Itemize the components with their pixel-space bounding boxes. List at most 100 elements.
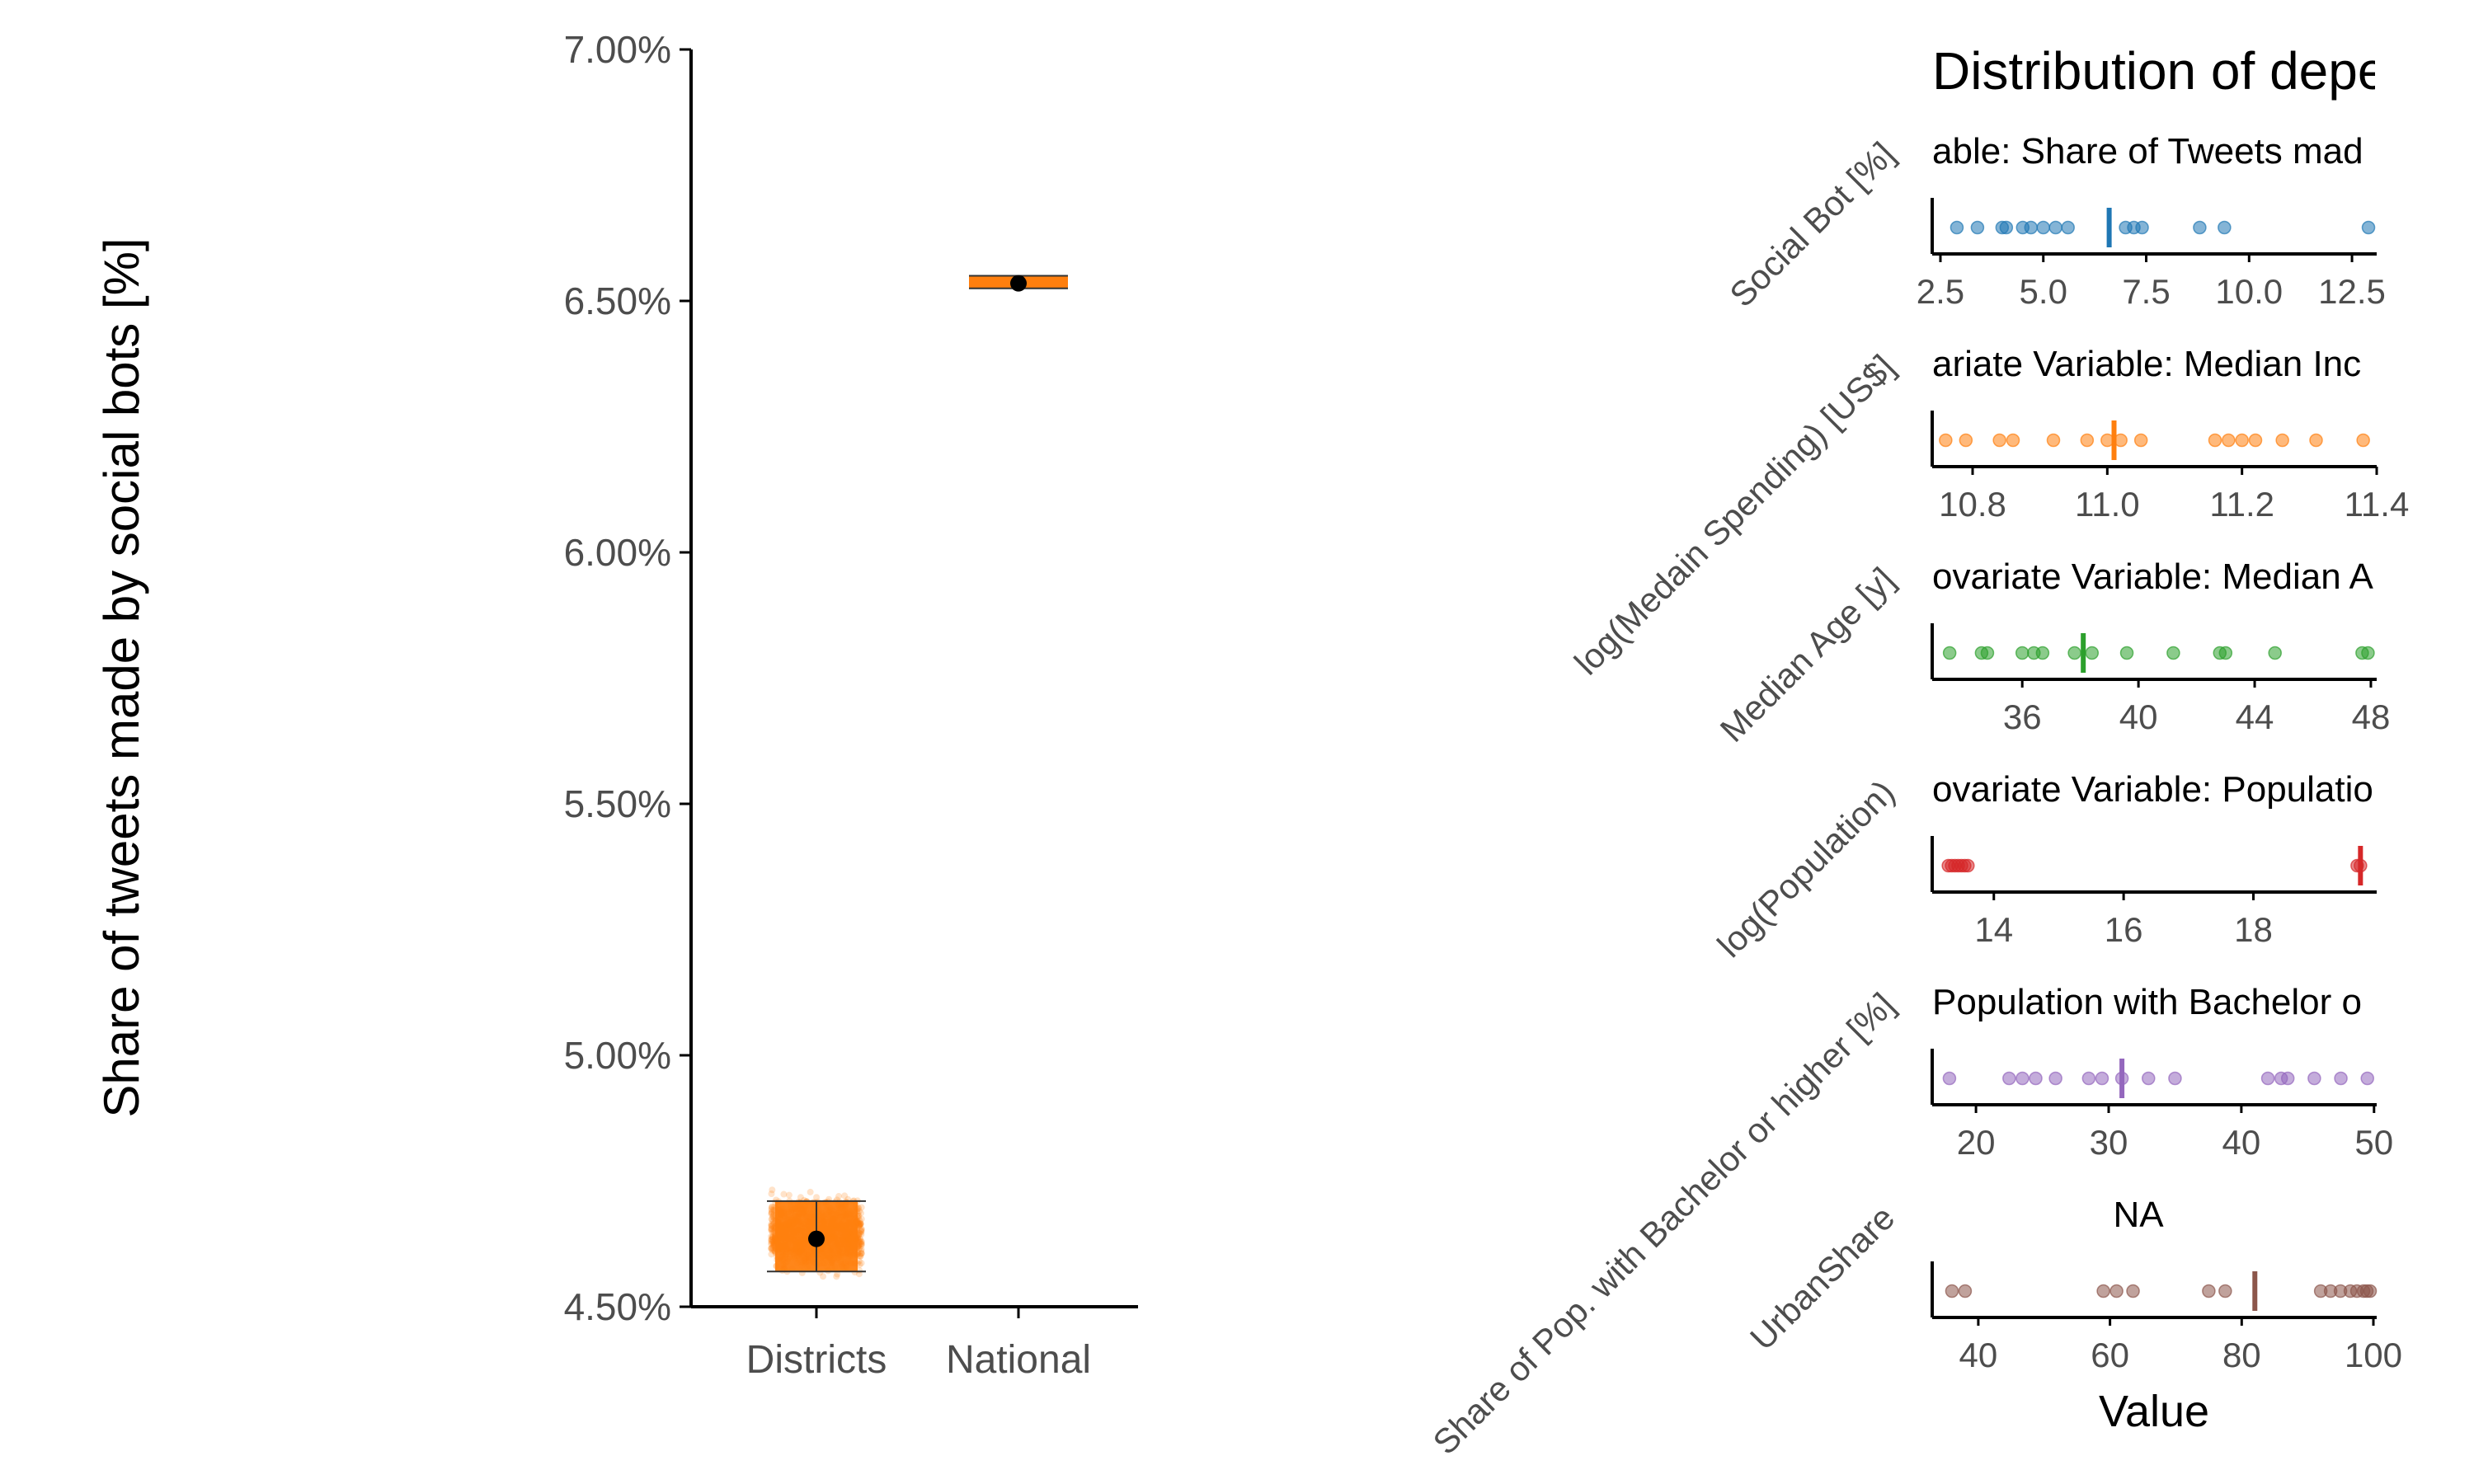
x-tick-label: National bbox=[946, 1338, 1091, 1382]
data-point bbox=[2260, 1071, 2275, 1086]
x-axis-title: Value bbox=[2099, 1387, 2209, 1436]
data-point bbox=[2119, 646, 2134, 660]
jitter-point bbox=[769, 1237, 777, 1245]
x-tick-label: Districts bbox=[746, 1338, 887, 1382]
mean-point bbox=[808, 1230, 825, 1247]
jitter-point bbox=[858, 1231, 865, 1238]
jitter-point bbox=[769, 1216, 776, 1223]
panel-x-tick-label: 50 bbox=[2354, 1123, 2393, 1162]
data-point bbox=[2046, 433, 2061, 448]
jitter-point bbox=[768, 1222, 775, 1229]
panel-title-group: able: Share of Tweets mad bbox=[1932, 131, 2363, 171]
data-point bbox=[1959, 433, 1973, 448]
panel-4: ovariate Variable: Populatio 14 16 18 log(Po… bbox=[1710, 769, 2377, 965]
data-point bbox=[1970, 220, 1985, 235]
data-point bbox=[2035, 646, 2050, 660]
jitter-point bbox=[769, 1244, 776, 1252]
panel-1: able: Share of Tweets mad 2.5 5.0 7.5 10.0 12… bbox=[1722, 131, 2386, 314]
jitter-point bbox=[785, 1191, 793, 1199]
row-label: UrbanShare bbox=[1743, 1198, 1902, 1357]
jitter-point bbox=[857, 1252, 864, 1260]
data-point bbox=[2109, 1284, 2124, 1298]
panel-x-tick-label: 16 bbox=[2105, 910, 2143, 949]
data-point bbox=[2309, 433, 2323, 448]
data-point bbox=[2363, 1284, 2378, 1298]
jitter-point bbox=[768, 1209, 775, 1216]
panel-x-tick-label: 10.8 bbox=[1939, 485, 2006, 524]
jitter-point bbox=[768, 1239, 775, 1247]
jitter-point bbox=[813, 1194, 821, 1201]
jitter-point bbox=[857, 1227, 864, 1234]
data-point bbox=[2048, 1071, 2062, 1086]
panel-title-group: ovariate Variable: Populatio bbox=[1932, 769, 2373, 810]
data-point bbox=[1942, 1071, 1957, 1086]
data-point bbox=[2015, 1071, 2030, 1086]
data-point bbox=[2361, 646, 2375, 660]
jitter-point bbox=[856, 1229, 863, 1237]
data-point bbox=[2081, 1071, 2096, 1086]
data-point bbox=[2222, 433, 2236, 448]
panel-x-tick-label: 12.5 bbox=[2318, 272, 2386, 311]
jitter-point bbox=[858, 1225, 865, 1233]
data-point bbox=[1999, 220, 2014, 235]
row-label: Median Age [y] bbox=[1713, 560, 1903, 749]
jitter-point bbox=[769, 1238, 777, 1246]
jitter-point bbox=[797, 1194, 804, 1201]
panel-x-tick-label: 10.0 bbox=[2215, 272, 2283, 311]
chart-title: Distribution of depend bbox=[1932, 41, 2446, 101]
panel-3: ovariate Variable: Median A 36 40 44 48 Media… bbox=[1713, 556, 2391, 749]
jitter-point bbox=[769, 1242, 777, 1250]
jitter-point bbox=[768, 1210, 775, 1218]
jitter-point bbox=[858, 1250, 865, 1257]
data-point bbox=[2096, 1284, 2110, 1298]
jitter-point bbox=[769, 1204, 776, 1211]
data-point bbox=[2168, 1071, 2182, 1086]
jitter-point bbox=[768, 1245, 775, 1252]
panel-x-tick-label: 11.2 bbox=[2209, 485, 2274, 524]
jitter-point bbox=[768, 1207, 775, 1214]
jitter-point bbox=[858, 1204, 865, 1211]
panel-title: ovariate Variable: Populatio bbox=[1932, 769, 2373, 810]
data-point bbox=[2275, 433, 2289, 448]
panel-title-group: ariate Variable: Median Inc bbox=[1932, 344, 2361, 384]
jitter-point bbox=[858, 1242, 865, 1249]
data-point bbox=[2356, 433, 2370, 448]
jitter-point bbox=[856, 1220, 863, 1228]
data-point bbox=[2307, 1071, 2321, 1086]
jitter-point bbox=[857, 1221, 864, 1228]
y-tick-label: 4.50% bbox=[564, 1285, 671, 1328]
jitter-point bbox=[780, 1190, 788, 1198]
data-point bbox=[1950, 220, 1964, 235]
jitter-point bbox=[768, 1215, 775, 1223]
jitter-point bbox=[858, 1238, 865, 1246]
jitter-point bbox=[769, 1221, 777, 1228]
right-chart: Distribution of depend Value able: Share o… bbox=[1425, 41, 2446, 1462]
jitter-point bbox=[858, 1246, 865, 1253]
panel-x-tick-label: 30 bbox=[2090, 1123, 2128, 1162]
jitter-point bbox=[769, 1233, 776, 1241]
jitter-point bbox=[769, 1218, 777, 1225]
data-point bbox=[2036, 220, 2050, 235]
y-tick-label: 7.00% bbox=[564, 28, 671, 71]
panel-x-tick-label: 48 bbox=[2352, 697, 2391, 736]
jitter-point bbox=[856, 1222, 863, 1229]
jitter-point bbox=[858, 1227, 865, 1234]
panel-x-tick-label: 80 bbox=[2222, 1336, 2261, 1374]
jitter-point bbox=[857, 1230, 864, 1237]
panel-x-tick-label: 5.0 bbox=[2020, 272, 2067, 311]
jitter-point bbox=[857, 1250, 864, 1257]
row-label: Share of Pop. with Bachelor or higher [%… bbox=[1425, 985, 1902, 1462]
data-point bbox=[2202, 1284, 2216, 1298]
panel-title: ariate Variable: Median Inc bbox=[1932, 344, 2361, 384]
data-point bbox=[1980, 646, 1995, 660]
data-point bbox=[2067, 646, 2081, 660]
panel-title: ovariate Variable: Median A bbox=[1932, 556, 2373, 597]
data-point bbox=[2280, 1071, 2295, 1086]
jitter-point bbox=[857, 1240, 864, 1247]
jitter-point bbox=[769, 1236, 776, 1243]
data-point bbox=[2208, 433, 2222, 448]
jitter-point bbox=[820, 1273, 827, 1280]
jitter-point bbox=[768, 1209, 775, 1217]
panel-6: NA 40 60 80 100 UrbanShare bbox=[1743, 1195, 2402, 1374]
jitter-point bbox=[858, 1228, 865, 1236]
